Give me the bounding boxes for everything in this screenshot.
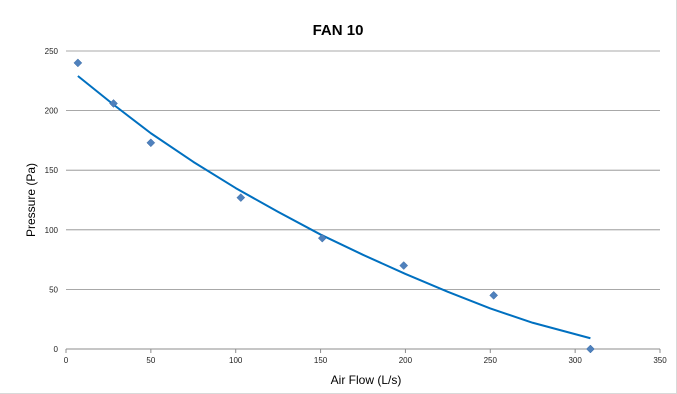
x-tick-label: 0 [64, 356, 69, 365]
x-tick-label: 100 [229, 356, 243, 365]
x-tick-label: 150 [314, 356, 328, 365]
gridlines [66, 50, 660, 290]
trendline-layer [77, 75, 591, 340]
data-points [73, 58, 595, 354]
data-point [109, 99, 118, 108]
y-tick-label: 100 [45, 226, 59, 235]
y-tick-label: 50 [49, 285, 58, 294]
chart-title: FAN 10 [313, 22, 364, 39]
x-tick-label: 300 [568, 356, 582, 365]
y-tick-label: 200 [45, 107, 59, 116]
x-tick-label: 250 [484, 356, 498, 365]
y-tick-label: 0 [54, 345, 59, 354]
x-tick-label: 50 [146, 356, 155, 365]
axes: 0 50 100 150 200 250 0 50 100 150 200 250 300 350 [45, 47, 668, 365]
x-tick-label: 200 [399, 356, 413, 365]
data-point [146, 138, 156, 148]
x-tick-label: 350 [653, 356, 667, 365]
data-point [489, 291, 499, 300]
data-point [317, 233, 327, 243]
y-tick-label: 150 [45, 166, 59, 175]
data-point [586, 344, 595, 354]
x-axis-title: Air Flow (L/s) [331, 373, 402, 387]
data-point [236, 193, 246, 202]
y-axis-title: Pressure (Pa) [24, 163, 38, 237]
data-point [73, 58, 83, 68]
trendline [77, 75, 591, 340]
y-tick-label: 250 [45, 47, 59, 56]
data-point [399, 261, 409, 270]
